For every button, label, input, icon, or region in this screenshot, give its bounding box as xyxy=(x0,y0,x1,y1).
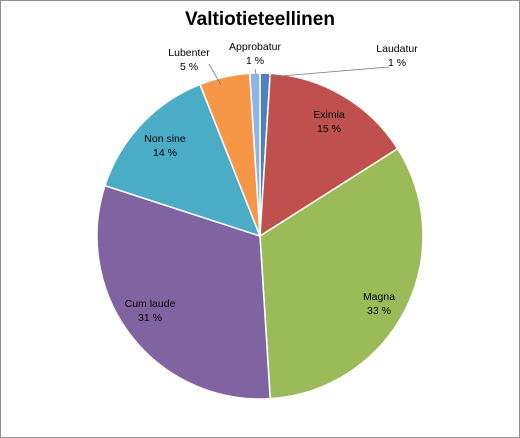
pie-slice-cum-laude xyxy=(96,184,272,400)
pie-slice-magna xyxy=(259,147,424,400)
pie-slice-non-sine xyxy=(104,83,262,238)
value-label-cum-laude: 31 % xyxy=(138,312,162,324)
category-label-lubenter: Lubenter xyxy=(168,47,210,59)
category-label-eximia: Eximia xyxy=(313,109,345,121)
category-label-approbatur: Approbatur xyxy=(229,41,281,53)
category-label-cum-laude: Cum laude xyxy=(125,298,176,310)
value-label-approbatur: 1 % xyxy=(246,55,264,67)
value-label-magna: 33 % xyxy=(367,305,391,317)
leader-line-lubenter xyxy=(208,63,222,86)
category-label-laudatur: Laudatur xyxy=(376,43,418,55)
value-label-non-sine: 14 % xyxy=(153,147,177,159)
value-label-eximia: 15 % xyxy=(317,123,341,135)
chart-title: Valtiotieteellinen xyxy=(185,9,335,30)
category-label-magna: Magna xyxy=(363,291,395,303)
value-label-laudatur: 1 % xyxy=(388,57,406,69)
leader-line-laudatur xyxy=(268,66,390,78)
pie-slice-eximia xyxy=(259,72,399,238)
category-label-non-sine: Non sine xyxy=(144,133,186,145)
pie-slice-approbatur xyxy=(248,72,261,237)
leader-line-approbatur xyxy=(254,68,257,75)
value-label-lubenter: 5 % xyxy=(180,61,198,73)
